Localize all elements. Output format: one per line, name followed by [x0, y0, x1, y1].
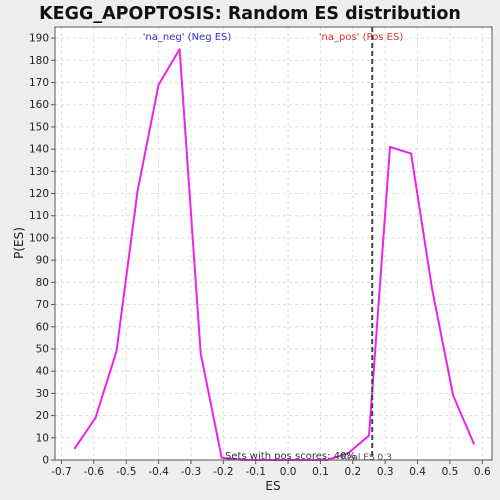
- y-tick-label: 10: [36, 432, 49, 444]
- y-tick-label: 50: [36, 343, 49, 355]
- x-tick-label: -0.1: [245, 466, 266, 478]
- plot-frame: [54, 26, 493, 461]
- y-tick-label: 40: [36, 366, 49, 378]
- x-tick-label: 0.3: [377, 466, 394, 478]
- x-tick-label: 0.0: [280, 466, 297, 478]
- y-tick-label: 190: [29, 33, 49, 45]
- y-tick-label: 120: [29, 188, 49, 200]
- y-tick-label: 110: [29, 210, 49, 222]
- neg-es-annotation: 'na_neg' (Neg ES): [143, 32, 232, 43]
- x-tick-label: 0.2: [344, 466, 361, 478]
- y-tick-label: 0: [42, 455, 49, 467]
- x-tick-label: -0.5: [116, 466, 137, 478]
- grid-lines: [55, 27, 492, 460]
- y-tick-label: 150: [29, 121, 49, 133]
- x-tick-label: 0.5: [442, 466, 459, 478]
- y-tick-label: 30: [36, 388, 49, 400]
- x-axis-label: ES: [265, 479, 280, 493]
- y-axis-label: P(ES): [12, 227, 26, 259]
- pos-es-annotation: 'na_pos' (Pos ES): [319, 32, 404, 43]
- x-tick-label: -0.7: [51, 466, 72, 478]
- x-tick-label: -0.3: [181, 466, 202, 478]
- y-tick-label: 180: [29, 55, 49, 67]
- x-tick-label: 0.1: [312, 466, 329, 478]
- y-tick-label: 100: [29, 232, 49, 244]
- y-tick-label: 90: [36, 255, 49, 267]
- x-tick-label: 0.4: [409, 466, 426, 478]
- y-tick-label: 140: [29, 144, 49, 156]
- x-tick-label: -0.4: [148, 466, 169, 478]
- y-tick-label: 170: [29, 77, 49, 89]
- chart-title: KEGG_APOPTOSIS: Random ES distribution: [39, 4, 461, 24]
- pos-scores-annotation: Sets with pos scores: 40%: [225, 451, 356, 462]
- real-es-annotation: Real ES 0.3: [341, 453, 392, 463]
- axes: 0 10 20 30 40 50 60 70 80 90 100 110 120 130 140 150 160…: [29, 26, 493, 478]
- y-tick-label: 80: [36, 277, 49, 289]
- x-tick-label: 0.6: [474, 466, 491, 478]
- y-tick-label: 160: [29, 99, 49, 111]
- y-tick-label: 20: [36, 410, 49, 422]
- x-tick-label: -0.6: [84, 466, 105, 478]
- y-tick-label: 60: [36, 321, 49, 333]
- x-tick-label: -0.2: [213, 466, 234, 478]
- y-tick-label: 70: [36, 299, 49, 311]
- plot-area: [55, 27, 492, 460]
- y-tick-label: 130: [29, 166, 49, 178]
